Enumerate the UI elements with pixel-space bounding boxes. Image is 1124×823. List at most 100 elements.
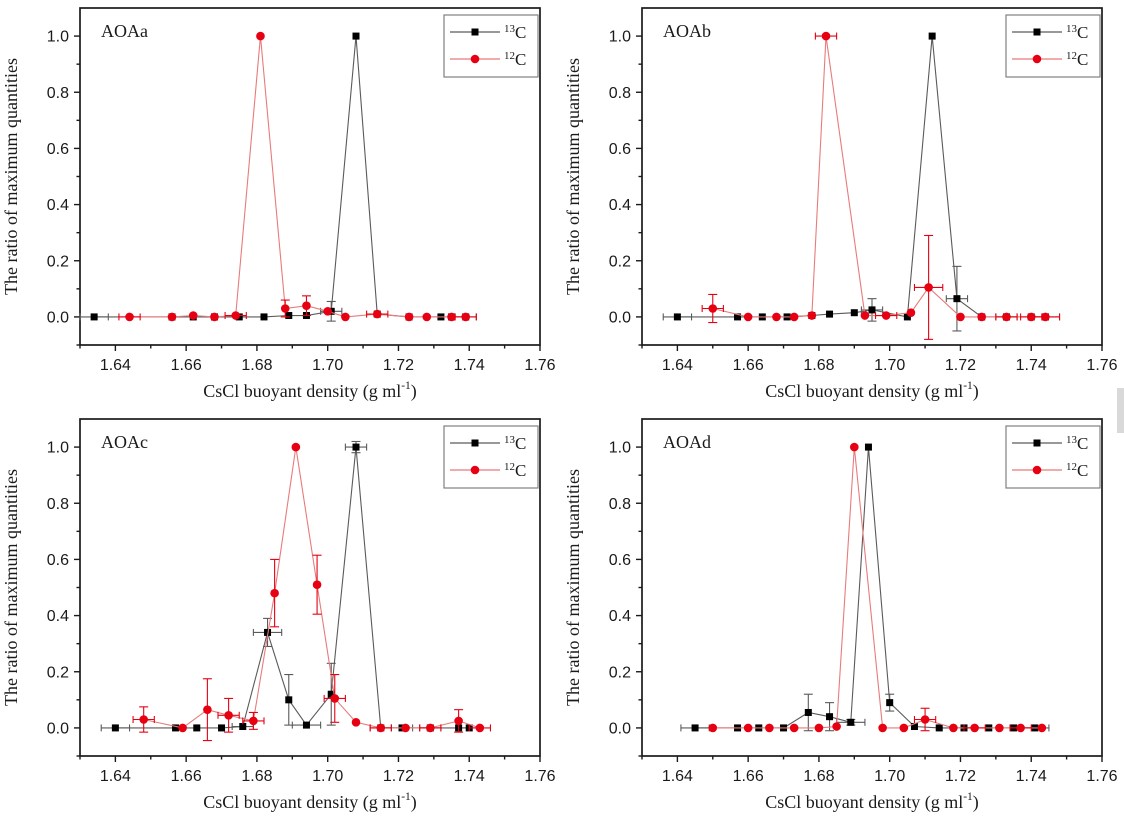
series-13C-marker <box>935 724 943 732</box>
series-12C-marker <box>1026 312 1036 322</box>
series-12C-marker <box>807 311 817 320</box>
x-tick-label: 1.72 <box>383 357 414 374</box>
series-13C <box>79 32 477 322</box>
legend-label-12C: 12C <box>504 461 526 480</box>
series-12C-marker <box>1016 723 1025 733</box>
series-12C-marker <box>920 715 930 724</box>
series-13C-marker <box>285 312 293 320</box>
y-tick-label: 0.4 <box>609 197 631 214</box>
series-13C-marker <box>193 724 201 732</box>
series-13C-marker <box>826 713 834 721</box>
series-12C-marker <box>878 723 887 733</box>
series-12C-marker <box>475 723 485 733</box>
series-13C-marker <box>868 306 876 314</box>
aoaa-chart: 1.64 1.66 1.68 1.70 1.72 1.74 1.76 0.0 0.2 0.4 0.6… <box>1 7 556 402</box>
legend-label-12C: 12C <box>504 50 526 69</box>
series-13C-marker <box>804 708 812 716</box>
series-13C <box>680 443 1050 732</box>
series-12C-marker <box>970 723 979 733</box>
series-12C-marker <box>256 31 265 41</box>
series-12C-marker <box>178 723 187 733</box>
series-13C-line <box>94 36 466 318</box>
series-12C-marker <box>454 716 463 726</box>
x-tick-label: 1.66 <box>171 357 202 374</box>
legend-box <box>443 14 539 78</box>
panel-title: AOAa <box>101 21 148 41</box>
series-12C-marker <box>422 312 432 322</box>
y-tick-label: 0.0 <box>47 309 69 326</box>
legend-box <box>1005 14 1101 78</box>
x-tick-label: 1.74 <box>1016 768 1047 785</box>
x-tick-label: 1.72 <box>945 768 976 785</box>
series-12C-marker <box>125 312 134 322</box>
panel-aoad: 1.64 1.66 1.68 1.70 1.72 1.74 1.76 0.0 0.2 0.4 0.6… <box>562 411 1124 823</box>
x-axis-title: CsCl buoyant density (g ml-1) <box>203 791 417 813</box>
series-12C <box>118 31 477 322</box>
series-12C-marker <box>814 723 824 733</box>
x-tick-label: 1.76 <box>1086 768 1117 785</box>
series-12C-marker <box>899 723 909 733</box>
y-tick-label: 1.0 <box>47 440 69 457</box>
y-tick-label: 0.2 <box>47 253 69 270</box>
y-tick-label: 0.2 <box>609 664 631 681</box>
series-12C-line <box>712 447 1042 729</box>
series-13C-marker <box>352 443 360 451</box>
x-tick-label: 1.66 <box>733 768 764 785</box>
series-12C-marker <box>270 588 279 598</box>
series-12C-marker <box>1002 312 1011 322</box>
series-13C-marker <box>928 32 936 40</box>
series-12C-marker <box>312 580 322 589</box>
x-tick-label: 1.64 <box>662 768 693 785</box>
x-tick-label: 1.74 <box>1016 357 1047 374</box>
series-12C-marker <box>351 718 361 727</box>
y-tick-label: 0.4 <box>47 197 69 214</box>
legend-box <box>1005 425 1101 489</box>
series-13C-marker <box>826 310 834 318</box>
series-13C-marker <box>886 699 894 707</box>
x-tick-label: 1.70 <box>312 357 343 374</box>
series-13C-line <box>695 447 1035 729</box>
series-12C-marker <box>470 465 480 475</box>
x-axis-title: CsCl buoyant density (g ml-1) <box>203 380 417 402</box>
series-13C-marker <box>847 718 855 726</box>
legend-box <box>443 425 539 489</box>
series-12C <box>708 442 1047 733</box>
series-12C-marker <box>1032 465 1042 475</box>
panel-title: AOAd <box>663 432 711 452</box>
series-12C <box>701 31 1061 340</box>
x-axis-title: CsCl buoyant density (g ml-1) <box>765 380 979 402</box>
y-axis-title: The ratio of maximum quantities <box>563 469 583 706</box>
series-12C-marker <box>167 312 177 322</box>
y-tick-label: 0.0 <box>47 720 69 737</box>
series-12C-marker <box>249 716 258 726</box>
legend-label-12C: 12C <box>1066 50 1088 69</box>
series-12C-marker <box>832 722 841 731</box>
y-tick-label: 0.0 <box>609 720 631 737</box>
aoad-chart: 1.64 1.66 1.68 1.70 1.72 1.74 1.76 0.0 0.2 0.4 0.6… <box>563 418 1118 813</box>
series-12C-marker <box>470 54 480 64</box>
series-12C-marker <box>789 723 799 733</box>
series-12C-marker <box>203 705 212 714</box>
series-13C-marker <box>352 32 360 40</box>
series-12C-marker <box>821 31 831 41</box>
series-12C-marker <box>772 312 781 322</box>
series-12C-line <box>712 36 1046 318</box>
series-13C-marker <box>864 443 872 451</box>
series-13C-marker <box>239 723 247 731</box>
panel-title: AOAb <box>663 21 711 41</box>
series-13C-line <box>677 36 1046 318</box>
x-tick-label: 1.68 <box>803 768 834 785</box>
series-13C-marker <box>850 309 858 317</box>
series-12C-marker <box>881 311 891 320</box>
series-12C-marker <box>765 723 774 733</box>
legend-label-13C: 13C <box>1066 23 1088 42</box>
y-tick-label: 0.0 <box>609 309 631 326</box>
x-tick-label: 1.68 <box>241 768 272 785</box>
series-12C-marker <box>906 308 916 318</box>
y-tick-label: 0.4 <box>609 608 631 625</box>
series-12C-marker <box>323 307 332 316</box>
legend-label-13C: 13C <box>1066 434 1088 453</box>
series-13C-marker <box>285 696 293 704</box>
series-12C-marker <box>743 312 753 322</box>
